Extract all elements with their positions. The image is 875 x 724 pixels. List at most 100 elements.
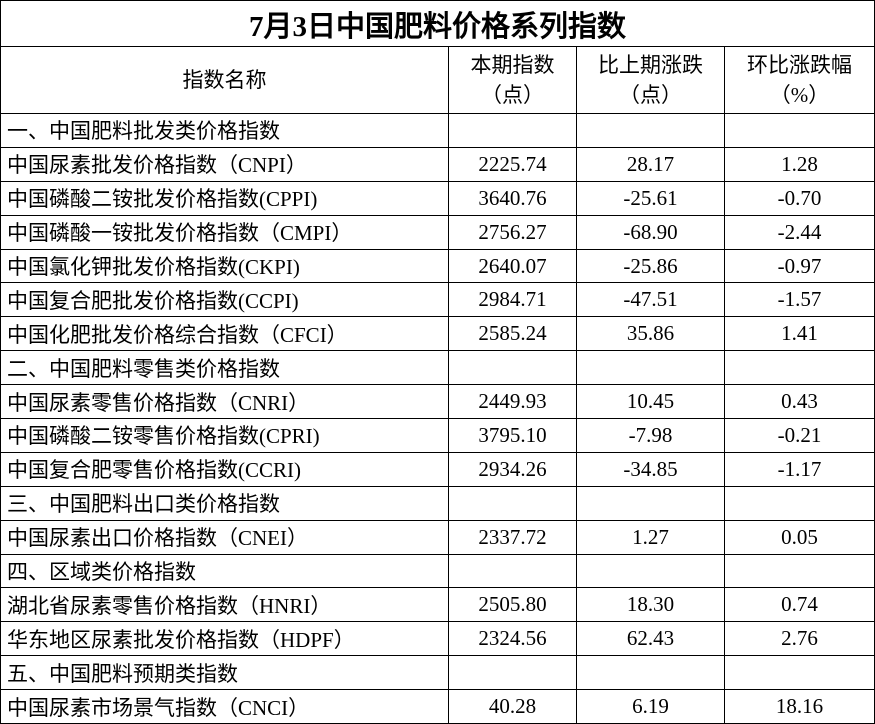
empty-cell — [723, 553, 875, 589]
data-row: 中国尿素零售价格指数（CNRI） 2449.93 10.45 0.43 — [0, 384, 875, 420]
empty-cell — [576, 350, 725, 386]
section-row: 二、中国肥料零售类价格指数 — [0, 350, 875, 386]
data-row: 中国化肥批发价格综合指数（CFCI） 2585.24 35.86 1.41 — [0, 316, 875, 352]
header-cell: 比上期涨跌 （点） — [576, 46, 725, 114]
value-cell: -1.17 — [723, 451, 875, 487]
title-row: 7月3日中国肥料价格系列指数 — [0, 0, 875, 47]
value-cell: 0.43 — [723, 384, 875, 420]
value-cell: -7.98 — [576, 418, 725, 453]
value-cell: 2225.74 — [448, 146, 577, 182]
value-cell: 2984.71 — [448, 282, 577, 318]
value-cell: 40.28 — [448, 689, 577, 724]
data-row: 湖北省尿素零售价格指数（HNRI） 2505.80 18.30 0.74 — [0, 587, 875, 623]
value-cell: 1.41 — [723, 316, 875, 352]
index-name: 湖北省尿素零售价格指数（HNRI） — [0, 587, 449, 623]
index-name: 中国氯化钾批发价格指数(CKPI) — [0, 248, 449, 284]
header-cell: 本期指数 （点） — [448, 46, 577, 114]
empty-cell — [723, 485, 875, 521]
empty-cell — [576, 485, 725, 521]
value-cell: 2505.80 — [448, 587, 577, 623]
empty-cell — [448, 485, 577, 521]
data-row: 中国磷酸一铵批发价格指数（CMPI） 2756.27 -68.90 -2.44 — [0, 214, 875, 250]
index-name: 中国尿素批发价格指数（CNPI） — [0, 146, 449, 182]
data-row: 中国磷酸二铵零售价格指数(CPRI) 3795.10 -7.98 -0.21 — [0, 418, 875, 453]
value-cell: 0.74 — [723, 587, 875, 623]
data-row: 中国氯化钾批发价格指数(CKPI) 2640.07 -25.86 -0.97 — [0, 248, 875, 284]
section-title: 二、中国肥料零售类价格指数 — [0, 350, 449, 386]
value-cell: -47.51 — [576, 282, 725, 318]
empty-cell — [448, 655, 577, 691]
value-cell: 2324.56 — [448, 621, 577, 657]
data-row: 中国尿素出口价格指数（CNEI） 2337.72 1.27 0.05 — [0, 519, 875, 555]
empty-cell — [723, 655, 875, 691]
empty-cell — [576, 655, 725, 691]
empty-cell — [576, 113, 725, 148]
value-cell: -1.57 — [723, 282, 875, 318]
value-cell: 18.30 — [576, 587, 725, 623]
value-cell: -25.86 — [576, 248, 725, 284]
value-cell: 6.19 — [576, 689, 725, 724]
header-line: 本期指数 — [470, 53, 555, 77]
index-name: 中国磷酸二铵零售价格指数(CPRI) — [0, 418, 449, 453]
value-cell: 18.16 — [723, 689, 875, 724]
value-cell: -68.90 — [576, 214, 725, 250]
data-row: 中国复合肥批发价格指数(CCPI) 2984.71 -47.51 -1.57 — [0, 282, 875, 318]
index-name: 中国尿素零售价格指数（CNRI） — [0, 384, 449, 420]
table-title: 7月3日中国肥料价格系列指数 — [0, 0, 875, 47]
section-title: 三、中国肥料出口类价格指数 — [0, 485, 449, 521]
section-row: 三、中国肥料出口类价格指数 — [0, 485, 875, 521]
value-cell: 1.27 — [576, 519, 725, 555]
empty-cell — [448, 113, 577, 148]
empty-cell — [448, 553, 577, 589]
data-row: 中国尿素批发价格指数（CNPI） 2225.74 28.17 1.28 — [0, 146, 875, 182]
value-cell: 2585.24 — [448, 316, 577, 352]
value-cell: 28.17 — [576, 146, 725, 182]
value-cell: -25.61 — [576, 180, 725, 216]
header-line: 比上期涨跌 — [598, 53, 703, 77]
section-row: 四、区域类价格指数 — [0, 553, 875, 589]
data-row: 中国复合肥零售价格指数(CCRI) 2934.26 -34.85 -1.17 — [0, 451, 875, 487]
value-cell: 2756.27 — [448, 214, 577, 250]
index-name: 华东地区尿素批发价格指数（HDPF） — [0, 621, 449, 657]
header-line: （%） — [769, 83, 830, 107]
value-cell: 1.28 — [723, 146, 875, 182]
value-cell: -0.97 — [723, 248, 875, 284]
data-row: 中国尿素市场景气指数（CNCI） 40.28 6.19 18.16 — [0, 689, 875, 724]
value-cell: 2449.93 — [448, 384, 577, 420]
header-line: 环比涨跌幅 — [747, 53, 852, 77]
value-cell: 10.45 — [576, 384, 725, 420]
value-cell: 62.43 — [576, 621, 725, 657]
value-cell: 0.05 — [723, 519, 875, 555]
empty-cell — [723, 113, 875, 148]
empty-cell — [576, 553, 725, 589]
header-line: （点） — [481, 83, 544, 107]
index-name: 中国尿素出口价格指数（CNEI） — [0, 519, 449, 555]
value-cell: 2640.07 — [448, 248, 577, 284]
value-cell: 3795.10 — [448, 418, 577, 453]
data-row: 中国磷酸二铵批发价格指数(CPPI) 3640.76 -25.61 -0.70 — [0, 180, 875, 216]
index-name: 中国复合肥批发价格指数(CCPI) — [0, 282, 449, 318]
value-cell: 2934.26 — [448, 451, 577, 487]
header-cell: 环比涨跌幅 （%） — [723, 46, 875, 114]
index-name: 中国磷酸二铵批发价格指数(CPPI) — [0, 180, 449, 216]
index-name: 中国磷酸一铵批发价格指数（CMPI） — [0, 214, 449, 250]
value-cell: 2337.72 — [448, 519, 577, 555]
section-title: 五、中国肥料预期类指数 — [0, 655, 449, 691]
header-cell: 指数名称 — [0, 46, 449, 114]
section-row: 一、中国肥料批发类价格指数 — [0, 113, 875, 148]
header-line: （点） — [619, 83, 682, 107]
empty-cell — [723, 350, 875, 386]
value-cell: -0.70 — [723, 180, 875, 216]
section-title: 一、中国肥料批发类价格指数 — [0, 113, 449, 148]
section-title: 四、区域类价格指数 — [0, 553, 449, 589]
value-cell: 35.86 — [576, 316, 725, 352]
value-cell: 3640.76 — [448, 180, 577, 216]
section-row: 五、中国肥料预期类指数 — [0, 655, 875, 691]
empty-cell — [448, 350, 577, 386]
index-name: 中国复合肥零售价格指数(CCRI) — [0, 451, 449, 487]
data-row: 华东地区尿素批发价格指数（HDPF） 2324.56 62.43 2.76 — [0, 621, 875, 657]
value-cell: 2.76 — [723, 621, 875, 657]
header-row: 指数名称 本期指数 （点） 比上期涨跌 （点） 环比涨跌幅 （%） — [0, 46, 875, 114]
